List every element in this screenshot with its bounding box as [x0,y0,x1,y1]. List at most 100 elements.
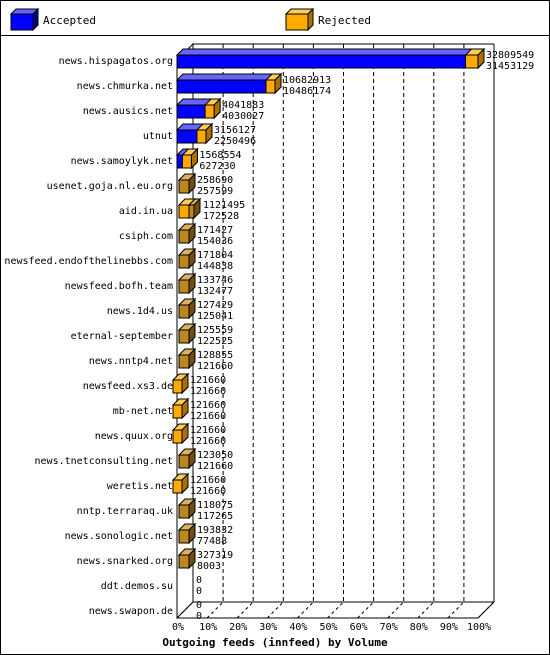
value-label-rejected: 10486174 [283,86,331,97]
legend-swatch-accepted [9,7,39,31]
bar-accepted-front [178,229,190,244]
value-label-accepted: 193832 [197,525,233,536]
value-label-rejected: 2250496 [214,136,256,147]
bar-rejected [171,372,190,395]
bar-accepted-front [178,354,190,369]
bar-rejected [464,47,486,70]
category-label: ddt.demos.su [101,581,173,592]
bar-rejected-front [465,54,479,69]
legend-label-accepted: Accepted [43,14,96,27]
bar-rejected [171,472,190,495]
value-label-accepted: 121660 [190,475,226,486]
bar-rejected [264,72,283,95]
category-label: usenet.goja.nl.eu.org [47,181,173,192]
value-label-rejected: 121660 [190,486,226,497]
value-label-accepted: 258690 [197,175,233,186]
value-label-accepted: 0 [196,575,202,586]
floor-tick-line [297,601,314,619]
value-label-accepted: 0 [196,600,202,611]
bar-accepted-front [178,179,190,194]
bar-accepted-front [178,279,190,294]
bar-accepted [175,47,486,70]
category-label: news.quux.org [95,431,173,442]
value-label-rejected: 125041 [197,311,233,322]
bar-accepted-front [178,504,190,519]
category-label: news.nntp4.net [89,356,173,367]
floor-tick-line [176,601,194,619]
bar-rejected [171,422,190,445]
category-label: news.chmurka.net [77,81,173,92]
bar-accepted [177,547,197,570]
bars [171,47,486,570]
bar-accepted-top [175,48,486,56]
floor-tick-line [417,601,435,619]
bar-rejected [203,97,222,120]
bar-accepted [187,197,202,220]
value-label-accepted: 127429 [197,300,233,311]
floor-tick-line [327,601,344,619]
bar-accepted-front [176,54,479,69]
category-label: news.samoylyk.net [71,156,173,167]
bar-accepted [177,272,197,295]
value-label-accepted: 10682913 [283,75,331,86]
value-label-rejected: 121660 [190,436,226,447]
value-label-rejected: 122525 [197,336,233,347]
category-label: utnut [143,131,173,142]
bar-rejected-front [265,79,276,94]
x-tick-label: 40% [289,622,307,633]
floor-tick-line [387,601,405,619]
category-label: news.ausics.net [83,106,173,117]
value-label-accepted: 121660 [190,400,226,411]
value-label-rejected: 4030027 [222,111,264,122]
x-tick-label: 60% [350,622,368,633]
bar-rejected [181,147,199,170]
value-label-accepted: 121660 [190,425,226,436]
value-label-accepted: 128855 [197,350,233,361]
x-tick-label: 70% [380,622,398,633]
category-label: csiph.com [119,231,173,242]
category-label: nntp.terraraq.uk [77,506,173,517]
category-label: newsfeed.endofthelinebbs.com [4,256,173,267]
value-label-rejected: 172528 [203,211,239,222]
bar-rejected [171,397,190,420]
bar-accepted [177,522,197,545]
x-tick-label: 30% [259,622,277,633]
value-label-rejected: 117265 [197,511,233,522]
value-label-accepted: 3156127 [214,125,256,136]
bar-rejected-front [196,129,207,144]
bar-rejected [195,122,214,145]
category-label: news.1d4.us [107,306,173,317]
category-label: newsfeed.bofh.team [65,281,173,292]
category-label: news.sonologic.net [65,531,173,542]
value-label-accepted: 171427 [197,225,233,236]
bar-accepted-front [178,454,190,469]
bar-chart: news.hispagatos.org news.chmurka.net news.… [4,42,534,649]
bar-rejected-front [181,154,192,169]
value-label-rejected: 121660 [197,361,233,372]
value-label-accepted: 118075 [197,500,233,511]
value-label-accepted: 133746 [197,275,233,286]
floor-tick-line [447,601,465,619]
bar-rejected-front [204,104,215,119]
bar-accepted [177,247,197,270]
value-label-rejected: 0 [196,611,202,622]
bar-accepted [177,497,197,520]
bar-accepted-front [178,554,190,569]
bar-accepted-front [178,254,190,269]
bar-rejected-front [178,204,190,219]
bar-accepted-front [176,79,276,94]
category-label: newsfeed.xs3.de [83,381,173,392]
bar-accepted [177,347,197,370]
value-label-rejected: 77488 [197,536,227,547]
bar-accepted-front [178,329,190,344]
category-label: news.hispagatos.org [59,56,173,67]
legend-swatch-rejected [284,7,314,31]
x-tick-label: 100% [467,622,491,633]
bar-accepted-front [178,529,190,544]
bar-rejected-front [172,429,183,444]
bar-accepted-top [175,73,283,81]
value-label-rejected: 257599 [197,186,233,197]
value-label-rejected: 31453129 [486,61,534,72]
value-label-accepted: 32809549 [486,50,534,61]
